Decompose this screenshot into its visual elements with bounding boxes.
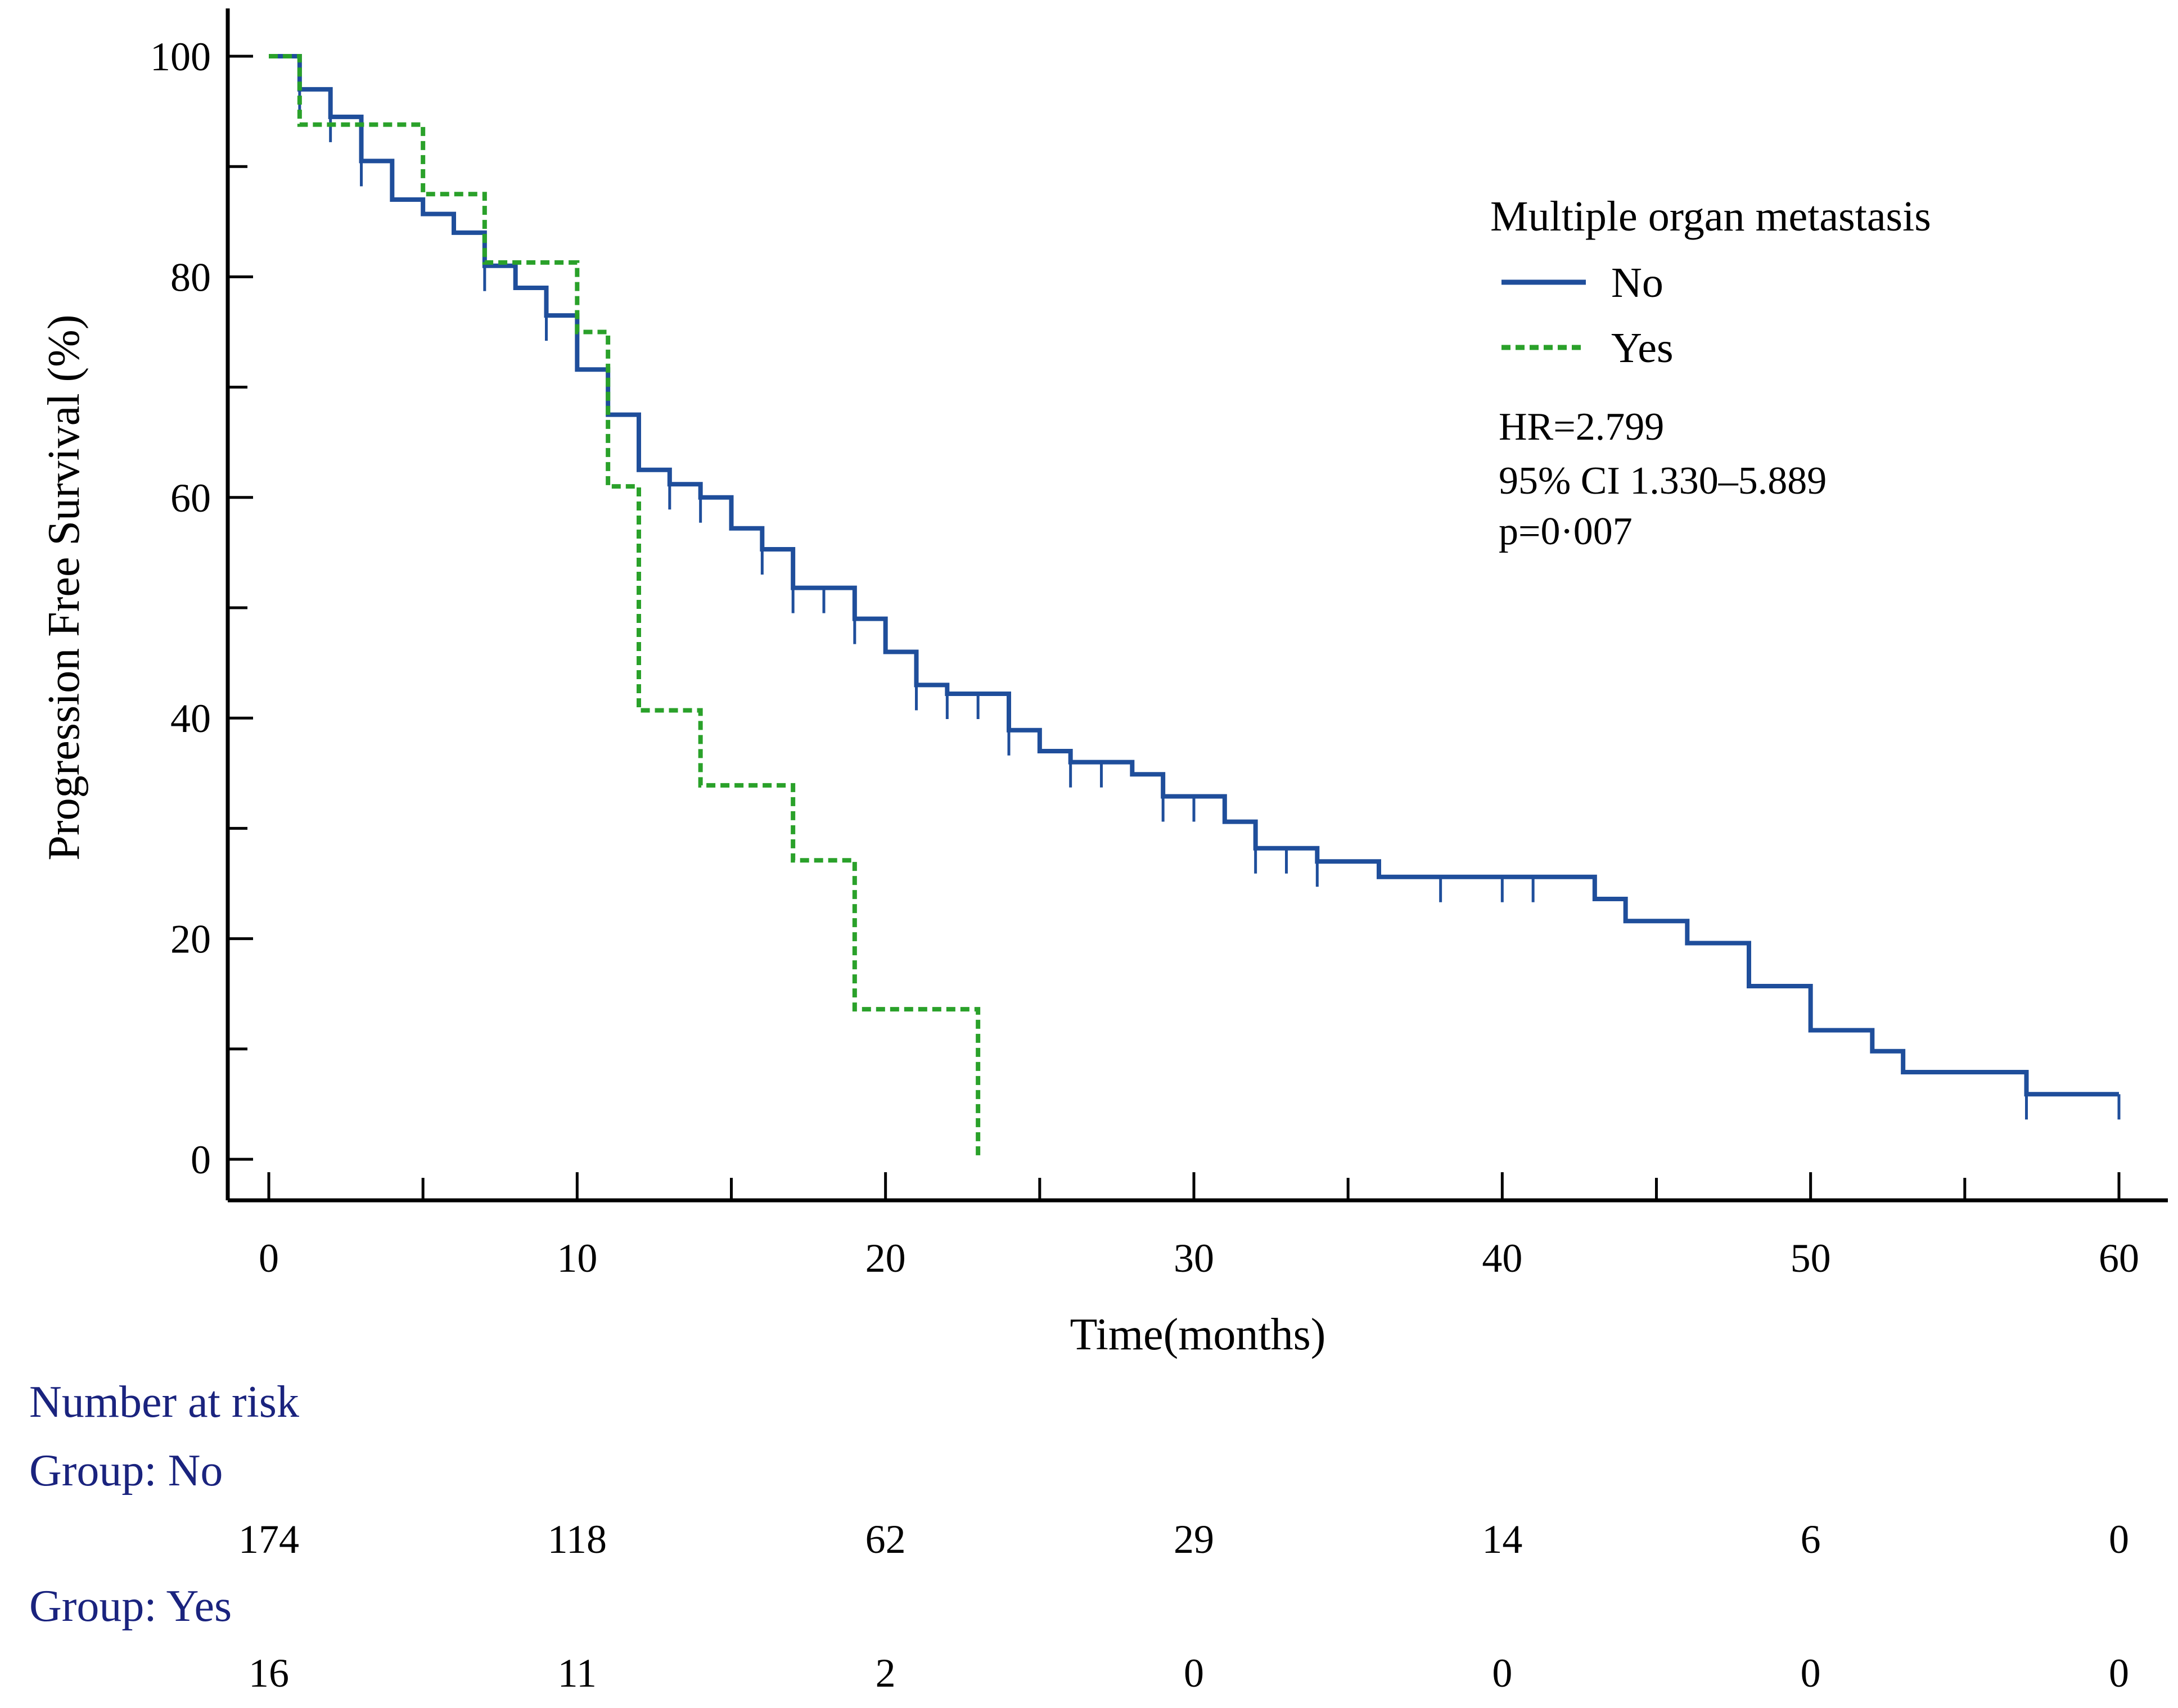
risk-count: 29: [1174, 1517, 1214, 1562]
risk-row-yes: 16 11 2 0 0 0 0: [249, 1651, 2129, 1696]
confidence-interval-text: 95% CI 1.330–5.889: [1499, 459, 1827, 503]
legend: Multiple organ metastasis No Yes: [1490, 193, 1931, 372]
risk-count: 0: [2109, 1517, 2129, 1562]
x-tick-label: 60: [2099, 1236, 2139, 1281]
x-tick-label: 0: [259, 1236, 279, 1281]
y-ticks: 0 20 40 60 80 100: [150, 34, 253, 1182]
legend-label-yes: Yes: [1611, 324, 1674, 372]
survival-curve-yes: [269, 54, 981, 1159]
risk-count: 62: [865, 1517, 906, 1562]
x-tick-label: 10: [557, 1236, 597, 1281]
x-tick-label: 40: [1482, 1236, 1522, 1281]
y-tick-label: 40: [170, 696, 211, 741]
risk-count: 11: [558, 1651, 597, 1696]
risk-count: 0: [1801, 1651, 1821, 1696]
risk-count: 6: [1801, 1517, 1821, 1562]
axes: 0 20 40 60 80 100 0 10 20 30 40 50 60: [150, 8, 2168, 1281]
survival-curve-no: [269, 54, 2119, 1097]
risk-count: 174: [238, 1517, 299, 1562]
risk-count: 0: [2109, 1651, 2129, 1696]
x-tick-label: 20: [865, 1236, 906, 1281]
y-tick-label: 0: [191, 1137, 211, 1182]
legend-label-no: No: [1611, 259, 1663, 306]
y-tick-label: 100: [150, 34, 211, 79]
x-tick-label: 30: [1174, 1236, 1214, 1281]
x-ticks: 0 10 20 30 40 50 60: [259, 1172, 2139, 1281]
y-tick-label: 20: [170, 917, 211, 962]
y-tick-label: 80: [170, 255, 211, 300]
risk-count: 16: [249, 1651, 289, 1696]
risk-group-yes-label: Group: Yes: [29, 1582, 232, 1631]
x-axis-title: Time(months): [1070, 1310, 1326, 1359]
x-tick-label: 50: [1791, 1236, 1831, 1281]
risk-row-no: 174 118 62 29 14 6 0: [238, 1517, 2129, 1562]
risk-count: 0: [1184, 1651, 1204, 1696]
survival-curves: [269, 54, 2121, 1159]
risk-count: 118: [548, 1517, 607, 1562]
risk-table-title: Number at risk: [29, 1377, 299, 1427]
risk-count: 0: [1492, 1651, 1512, 1696]
p-value-text: p=0·007: [1499, 510, 1633, 553]
y-axis-title: Progression Free Survival (%): [39, 315, 89, 861]
stats-annotation: HR=2.799 95% CI 1.330–5.889 p=0·007: [1499, 405, 1827, 553]
risk-group-no-label: Group: No: [29, 1446, 223, 1495]
y-tick-label: 60: [170, 476, 211, 521]
number-at-risk-table: Number at risk Group: No Group: Yes 174 1…: [29, 1377, 2129, 1696]
hazard-ratio-text: HR=2.799: [1499, 405, 1664, 449]
risk-count: 14: [1482, 1517, 1522, 1562]
risk-count: 2: [876, 1651, 896, 1696]
legend-title: Multiple organ metastasis: [1490, 193, 1931, 240]
